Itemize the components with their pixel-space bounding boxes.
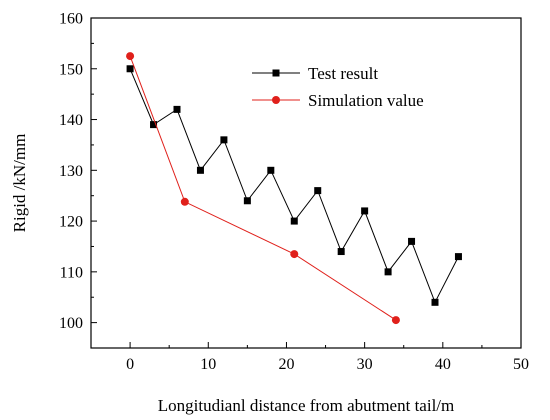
x-tick-label: 10 [200, 356, 216, 373]
y-tick-label: 160 [59, 11, 83, 28]
y-tick-label: 100 [59, 315, 83, 332]
x-tick-label: 30 [357, 356, 373, 373]
data-point [272, 96, 280, 104]
y-axis-label: Rigid /kN/mm [10, 134, 29, 233]
y-tick-label: 140 [59, 112, 83, 129]
data-point [361, 207, 369, 215]
data-point [126, 52, 135, 61]
data-point [272, 69, 280, 77]
x-axis-label: Longitudianl distance from abutment tail… [158, 396, 455, 415]
series-simulation-value [126, 52, 400, 325]
x-tick-label: 20 [278, 356, 294, 373]
legend: Test result Simulation value [252, 64, 424, 110]
x-tick-label: 0 [126, 356, 134, 373]
axis-ticks [90, 17, 522, 349]
series-test-result [126, 65, 462, 306]
axis-tick-labels: 0 10 20 30 40 50 100 110 120 130 140 150 160 [59, 11, 529, 374]
data-point [384, 268, 392, 276]
x-tick-label: 40 [435, 356, 451, 373]
data-point [126, 65, 134, 73]
data-point [150, 121, 158, 129]
legend-entry: Simulation value [252, 91, 424, 110]
data-point [454, 253, 462, 261]
data-point [196, 166, 204, 174]
y-tick-label: 130 [59, 163, 83, 180]
data-point [431, 298, 439, 306]
data-point [243, 197, 251, 205]
legend-label: Test result [308, 64, 378, 83]
y-tick-label: 150 [59, 61, 83, 78]
plot-frame [90, 17, 522, 349]
data-point [408, 237, 416, 245]
data-point [180, 197, 189, 206]
data-point [267, 166, 275, 174]
y-tick-label: 120 [59, 214, 83, 231]
series-line [129, 55, 397, 321]
data-point [220, 136, 228, 144]
legend-label: Simulation value [308, 91, 424, 110]
data-point [290, 250, 299, 259]
data-point [391, 316, 400, 325]
data-point [290, 217, 298, 225]
y-tick-label: 110 [60, 264, 83, 281]
series-layer [126, 52, 462, 325]
data-point [337, 248, 345, 256]
x-tick-label: 50 [513, 356, 529, 373]
data-point [173, 105, 181, 113]
data-point [314, 187, 322, 195]
legend-entry: Test result [252, 64, 378, 83]
